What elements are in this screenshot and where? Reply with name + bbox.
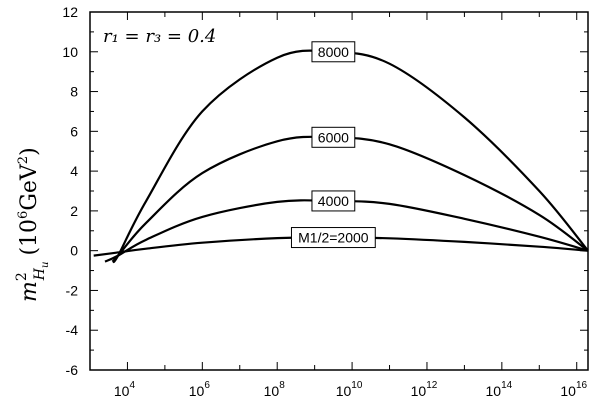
y-tick-label: -6 (66, 362, 79, 378)
x-tick-label: 104 (114, 380, 136, 399)
annotation-r1-r3: r₁ = r₃ = 0.4 (103, 26, 216, 47)
x-tick-label: 1012 (411, 380, 438, 399)
y-tick-label: 4 (70, 163, 78, 179)
curve-label-box (311, 190, 356, 212)
x-tick-label: 1016 (560, 380, 587, 399)
y-tick-label: 0 (70, 243, 78, 259)
y-tick-label: 6 (70, 123, 78, 139)
x-tick-label: 106 (189, 380, 211, 399)
series-line (111, 49, 589, 264)
y-tick-label: -4 (66, 322, 79, 338)
y-axis-label: m2 Hu(106GeV2) (14, 147, 51, 302)
x-tick-label: 1010 (336, 380, 363, 399)
y-tick-label: -2 (66, 282, 79, 298)
curve-label-box (311, 41, 356, 63)
y-axis: -6 -4 -2 0 2 4 6 8 10 12 (62, 4, 588, 378)
curve-label: M1/2=2000 (298, 230, 369, 246)
curve-label: 8000 (318, 44, 349, 60)
series-line (111, 135, 589, 263)
y-tick-label: 8 (70, 84, 78, 100)
curve-labels: M1/2=2000 4000 6000 8000 (290, 41, 376, 249)
curve-label-box (311, 126, 356, 148)
x-tick-label: 108 (264, 380, 286, 399)
y-tick-label: 10 (62, 44, 78, 60)
curve-label: 4000 (318, 193, 349, 209)
x-tick-label: 1014 (485, 380, 512, 399)
y-tick-label: 2 (70, 203, 78, 219)
curve-label: 6000 (318, 129, 349, 145)
y-tick-label: 12 (62, 4, 78, 20)
curve-label-box (290, 227, 376, 249)
series-line (104, 199, 589, 263)
